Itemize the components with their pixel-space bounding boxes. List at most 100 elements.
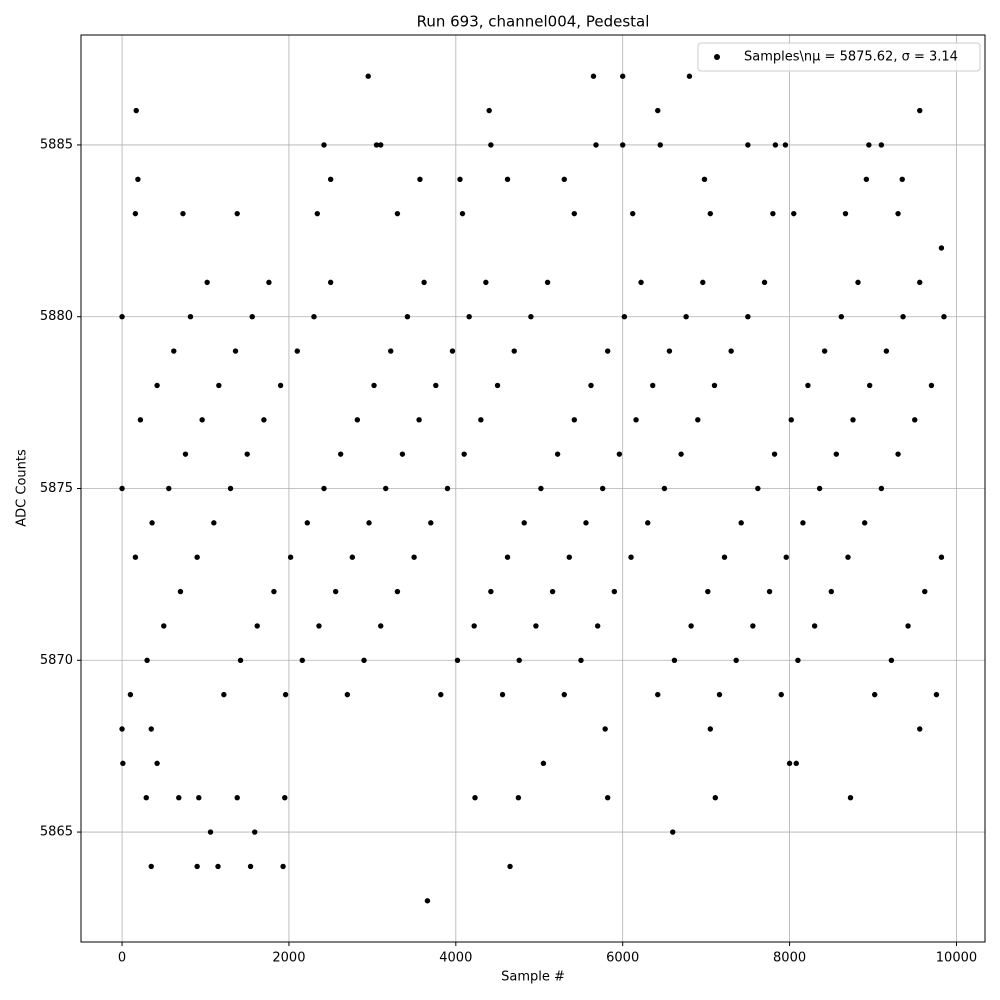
data-point <box>800 520 806 526</box>
points-layer <box>119 73 947 904</box>
data-point <box>866 382 873 389</box>
data-point <box>371 382 377 389</box>
data-point <box>778 691 784 698</box>
data-point <box>321 142 327 148</box>
data-point <box>507 863 513 870</box>
data-point <box>399 451 406 457</box>
data-point <box>783 554 789 560</box>
data-point <box>119 726 125 732</box>
data-point <box>933 691 940 698</box>
data-point <box>847 795 854 801</box>
data-point <box>187 314 194 320</box>
data-point <box>471 623 477 629</box>
data-point <box>745 314 751 320</box>
x-tick-label: 0 <box>118 951 126 966</box>
data-point <box>630 210 636 217</box>
data-point <box>148 726 154 732</box>
data-point <box>119 314 125 320</box>
data-point <box>277 382 284 389</box>
data-point <box>488 142 494 148</box>
data-point <box>154 760 160 767</box>
data-point <box>583 520 589 526</box>
data-point <box>488 588 494 595</box>
data-point <box>166 485 172 492</box>
data-point <box>678 451 684 457</box>
data-point <box>194 863 200 870</box>
data-point <box>811 623 818 629</box>
data-point <box>516 657 522 663</box>
data-point <box>327 176 334 182</box>
data-point <box>378 142 384 148</box>
data-point <box>354 417 361 423</box>
data-point <box>878 485 885 492</box>
data-point <box>828 588 835 595</box>
data-point <box>421 279 427 286</box>
data-point <box>424 898 431 904</box>
data-point <box>878 142 885 148</box>
data-point <box>707 726 714 732</box>
data-point <box>282 691 289 698</box>
data-point <box>938 554 945 560</box>
data-point <box>917 107 923 114</box>
data-point <box>337 451 344 457</box>
data-point <box>772 142 779 148</box>
data-point <box>561 691 567 698</box>
y-tick-label: 5875 <box>40 481 73 496</box>
data-point <box>254 623 260 629</box>
data-point <box>791 210 797 217</box>
data-point <box>619 73 626 79</box>
data-point <box>394 210 401 217</box>
data-point <box>538 485 544 492</box>
data-point <box>249 314 255 320</box>
data-point <box>365 73 371 79</box>
data-point <box>176 795 182 801</box>
data-point <box>683 314 689 320</box>
data-point <box>282 795 288 801</box>
data-point <box>271 588 277 595</box>
data-point <box>588 382 594 389</box>
data-point <box>899 176 905 182</box>
data-point <box>344 691 351 698</box>
data-point <box>766 588 773 595</box>
data-point <box>521 520 527 526</box>
data-point <box>855 279 861 286</box>
data-point <box>494 382 501 389</box>
data-point <box>438 691 444 698</box>
data-point <box>161 623 167 629</box>
data-point <box>449 348 456 354</box>
data-point <box>670 829 676 835</box>
data-point <box>299 657 305 663</box>
data-point <box>428 520 434 526</box>
data-point <box>917 726 923 732</box>
data-point <box>227 485 234 492</box>
data-point <box>237 657 244 663</box>
data-point <box>871 691 878 698</box>
data-point <box>599 485 606 492</box>
data-point <box>657 142 663 148</box>
data-point <box>247 863 254 870</box>
data-point <box>287 554 294 560</box>
data-point <box>701 176 708 182</box>
data-point <box>135 176 141 182</box>
data-point <box>895 451 901 457</box>
data-point <box>566 554 572 560</box>
data-point <box>383 485 389 492</box>
data-point <box>444 485 451 492</box>
data-point <box>712 795 719 801</box>
data-point <box>544 279 551 286</box>
data-point <box>594 623 601 629</box>
data-point <box>688 623 694 629</box>
data-point <box>922 588 928 595</box>
data-point <box>332 588 339 595</box>
data-point <box>143 795 149 801</box>
data-point <box>578 657 584 663</box>
data-point <box>280 863 286 870</box>
data-point <box>504 176 511 182</box>
data-point <box>215 863 221 870</box>
data-point <box>671 657 678 663</box>
data-point <box>793 760 799 767</box>
data-point <box>132 210 139 217</box>
data-point <box>905 623 911 629</box>
data-point <box>366 520 372 526</box>
